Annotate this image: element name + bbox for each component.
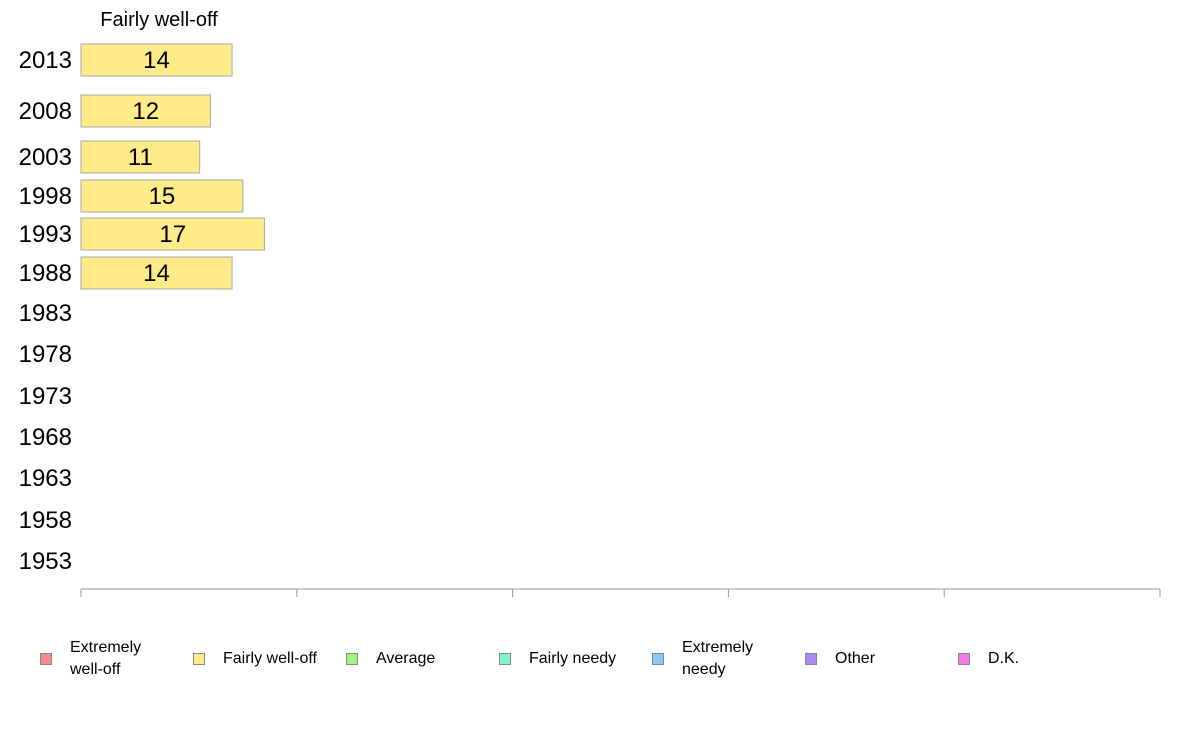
y-tick-label: 1968: [19, 424, 72, 451]
legend-label: Average: [376, 650, 436, 667]
legend-swatch: [346, 653, 358, 665]
legend-label: D.K.: [988, 650, 1020, 667]
y-tick-label: 1973: [19, 383, 72, 410]
y-tick-label: 2013: [19, 47, 72, 74]
bar-value-label: 14: [143, 47, 170, 74]
y-tick-label: 1958: [19, 507, 72, 534]
bar: [80, 94, 211, 128]
column-header: Fairly well-off: [100, 9, 218, 31]
legend-item: Extremely well-off: [40, 636, 141, 682]
y-tick-label: 1988: [19, 260, 72, 287]
bar-value-label: 15: [149, 183, 176, 210]
y-tick-label: 1983: [19, 300, 72, 327]
legend-swatch: [40, 653, 52, 665]
bar-value-label: 11: [128, 144, 153, 171]
y-tick-label: 2008: [19, 98, 72, 125]
legend-label: Other: [835, 650, 876, 667]
legend-item: Average: [346, 636, 435, 682]
bar-value-label: 14: [143, 260, 170, 287]
legend-label: Fairly needy: [529, 650, 617, 667]
bar: [80, 140, 201, 174]
y-tick-label: 1978: [19, 341, 72, 368]
legend-item: Fairly needy: [499, 636, 616, 682]
legend-swatch: [805, 653, 817, 665]
legend-swatch: [958, 653, 970, 665]
legend-swatch: [499, 653, 511, 665]
legend-label: Fairly well-off: [223, 650, 317, 667]
bar: [80, 217, 265, 251]
legend-item: Extremely needy: [652, 636, 753, 682]
bar-value-label: 17: [159, 221, 186, 248]
bar: [80, 43, 233, 77]
y-tick-label: 1993: [19, 221, 72, 248]
bar-value-label: 12: [132, 98, 159, 125]
bar: [80, 179, 244, 213]
legend-item: D.K.: [958, 636, 1019, 682]
legend-label: Extremely well-off: [70, 639, 142, 678]
y-tick-label: 1998: [19, 183, 72, 210]
legend-item: Other: [805, 636, 875, 682]
y-tick-label: 1963: [19, 465, 72, 492]
bar-chart: Fairly well-off 14 12 11 15 17 14 2013 2008 200…: [19, 9, 1161, 597]
legend-swatch: [193, 653, 205, 665]
legend-label: Extremely needy: [682, 639, 754, 678]
y-tick-label: 1953: [19, 548, 72, 575]
legend-item: Fairly well-off: [193, 636, 317, 682]
legend-swatch: [652, 653, 664, 665]
legend: Extremely well-off Fairly well-off Average…: [0, 636, 1188, 686]
bar: [80, 256, 233, 290]
y-tick-label: 2003: [19, 144, 72, 171]
